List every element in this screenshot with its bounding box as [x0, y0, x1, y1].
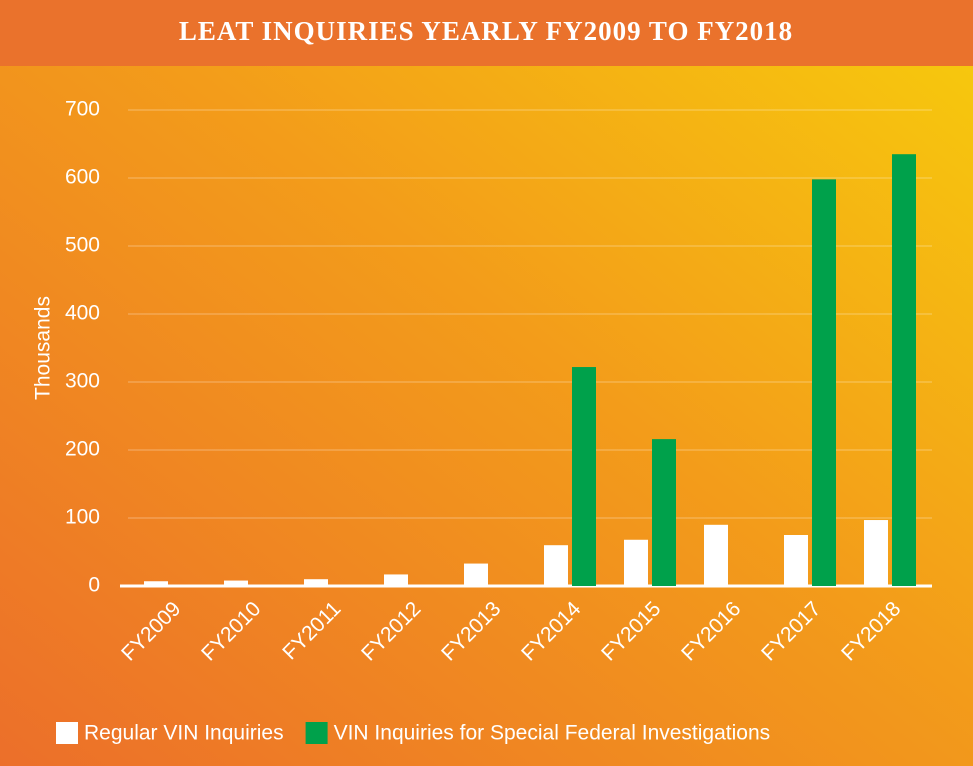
bar [652, 439, 676, 586]
y-tick-label: 400 [65, 302, 100, 325]
bar [464, 563, 488, 586]
chart-title: LEAT INQUIRIES YEARLY FY2009 TO FY2018 [179, 16, 793, 46]
bar [144, 581, 168, 586]
legend-label: Regular VIN Inquiries [84, 722, 284, 745]
bar [892, 154, 916, 586]
y-tick-label: 100 [65, 506, 100, 529]
y-axis-label: Thousands [32, 296, 55, 400]
bar [224, 580, 248, 586]
y-tick-label: 500 [65, 234, 100, 257]
bar [812, 179, 836, 587]
bar [544, 545, 568, 586]
bar [704, 524, 728, 586]
legend-swatch [56, 722, 78, 744]
bar [304, 579, 328, 586]
y-tick-label: 300 [65, 370, 100, 393]
y-tick-label: 200 [65, 438, 100, 461]
legend-swatch [305, 722, 328, 744]
legend-label: VIN Inquiries for Special Federal Invest… [334, 722, 771, 745]
bar [784, 535, 808, 586]
bar [864, 520, 888, 586]
y-tick-label: 700 [65, 98, 100, 121]
y-tick-label: 600 [65, 166, 100, 189]
bar [572, 367, 596, 586]
bar [624, 539, 648, 586]
title-bar [0, 0, 973, 66]
bar [384, 574, 408, 586]
y-tick-label: 0 [88, 574, 100, 597]
